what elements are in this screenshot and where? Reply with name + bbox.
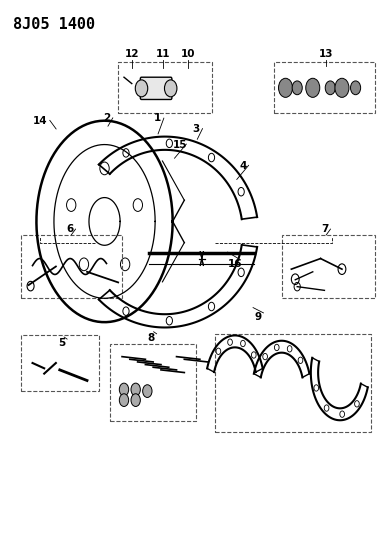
Text: 9: 9 xyxy=(255,312,262,322)
Circle shape xyxy=(325,81,335,95)
Text: 3: 3 xyxy=(192,124,200,134)
Circle shape xyxy=(165,80,177,97)
Text: 5: 5 xyxy=(58,338,65,349)
Text: 10: 10 xyxy=(181,50,196,59)
Circle shape xyxy=(135,80,148,97)
Text: 15: 15 xyxy=(173,140,188,150)
Bar xyxy=(21,335,99,391)
Text: 7: 7 xyxy=(321,224,328,235)
Circle shape xyxy=(278,78,292,98)
Circle shape xyxy=(131,394,140,407)
Bar xyxy=(281,235,375,298)
Text: 8J05 1400: 8J05 1400 xyxy=(13,17,95,33)
Text: 8: 8 xyxy=(148,333,155,343)
Text: 4: 4 xyxy=(239,161,247,171)
Text: 12: 12 xyxy=(125,50,139,59)
Circle shape xyxy=(306,78,320,98)
Bar xyxy=(216,334,371,432)
Circle shape xyxy=(119,383,129,396)
Text: 14: 14 xyxy=(33,116,47,126)
Circle shape xyxy=(350,81,361,95)
FancyBboxPatch shape xyxy=(140,77,172,100)
Circle shape xyxy=(119,394,129,407)
Text: 16: 16 xyxy=(228,259,242,269)
Bar xyxy=(118,62,212,113)
Text: 13: 13 xyxy=(318,50,333,59)
Circle shape xyxy=(143,385,152,398)
Bar xyxy=(21,235,122,298)
Text: 2: 2 xyxy=(103,113,110,123)
Text: 11: 11 xyxy=(156,50,170,59)
Bar xyxy=(111,344,196,421)
Circle shape xyxy=(335,78,349,98)
Bar xyxy=(274,62,375,113)
Text: 6: 6 xyxy=(66,224,73,235)
Circle shape xyxy=(131,383,140,396)
Text: 1: 1 xyxy=(153,113,161,123)
Circle shape xyxy=(292,81,302,95)
